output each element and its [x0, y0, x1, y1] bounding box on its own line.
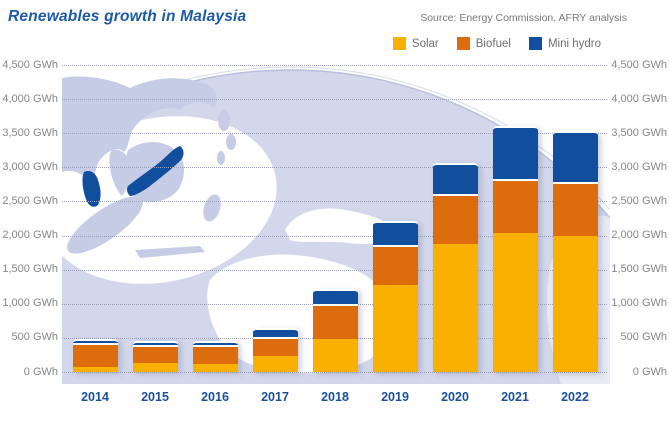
- philippines-island: [218, 109, 230, 131]
- y-tick-label-left: 0 GWh: [23, 365, 58, 378]
- sumatra-island: [67, 196, 143, 254]
- legend-item: Solar: [392, 37, 439, 50]
- source-note: Source: Energy Commission, AFRY analysis: [420, 12, 627, 24]
- legend-label: Mini hydro: [547, 37, 601, 50]
- y-tick-label-right: 3,000 GWh: [611, 160, 667, 173]
- legend-swatch: [456, 37, 470, 50]
- malaysia-peninsula-highlight: [82, 170, 101, 207]
- asia-landmass: [62, 76, 217, 185]
- east-malaysia-highlight: [126, 146, 184, 196]
- globe-outer-arc: [62, 66, 610, 211]
- y-tick-label-right: 3,500 GWh: [611, 126, 667, 139]
- x-tick-label: 2015: [141, 390, 169, 404]
- y-tick-label-left: 2,500 GWh: [2, 194, 58, 207]
- world-map-background: [62, 66, 610, 384]
- y-tick-label-left: 4,500 GWh: [2, 58, 58, 71]
- chart-title: Renewables growth in Malaysia: [8, 8, 247, 25]
- y-tick-label-left: 2,000 GWh: [2, 229, 58, 242]
- x-tick-label: 2018: [321, 390, 349, 404]
- legend-swatch: [528, 37, 542, 50]
- x-tick-label: 2019: [381, 390, 409, 404]
- x-tick-label: 2020: [441, 390, 469, 404]
- y-tick-label-left: 3,000 GWh: [2, 160, 58, 173]
- legend-item: Biofuel: [456, 37, 511, 50]
- philippines-island: [217, 151, 225, 165]
- y-tick-label-right: 1,000 GWh: [611, 297, 667, 310]
- legend-label: Solar: [411, 37, 439, 50]
- y-tick-label-left: 3,500 GWh: [2, 126, 58, 139]
- y-tick-label-right: 2,000 GWh: [611, 229, 667, 242]
- philippines-island: [226, 134, 236, 150]
- y-tick-label-right: 4,000 GWh: [611, 92, 667, 105]
- x-tick-label: 2016: [201, 390, 229, 404]
- x-tick-label: 2017: [261, 390, 289, 404]
- x-tick-label: 2021: [501, 390, 529, 404]
- y-tick-label-right: 500 GWh: [620, 331, 667, 344]
- y-tick-label-left: 1,000 GWh: [2, 297, 58, 310]
- y-tick-label-left: 500 GWh: [11, 331, 58, 344]
- legend-item: Mini hydro: [528, 37, 601, 50]
- legend: Solar Biofuel Mini hydro: [392, 37, 601, 50]
- y-tick-label-left: 4,000 GWh: [2, 92, 58, 105]
- x-tick-label: 2022: [561, 390, 589, 404]
- legend-label: Biofuel: [475, 37, 511, 50]
- map-clip: [62, 58, 610, 384]
- java-island: [135, 246, 205, 258]
- y-tick-label-right: 0 GWh: [632, 365, 667, 378]
- new-guinea-landmass: [285, 208, 398, 244]
- y-tick-label-left: 1,500 GWh: [2, 263, 58, 276]
- y-tick-label-right: 2,500 GWh: [611, 194, 667, 207]
- y-tick-label-right: 4,500 GWh: [611, 58, 667, 71]
- legend-swatch: [392, 37, 406, 50]
- y-tick-label-right: 1,500 GWh: [611, 263, 667, 276]
- sulawesi-island: [203, 194, 221, 222]
- x-tick-label: 2014: [81, 390, 109, 404]
